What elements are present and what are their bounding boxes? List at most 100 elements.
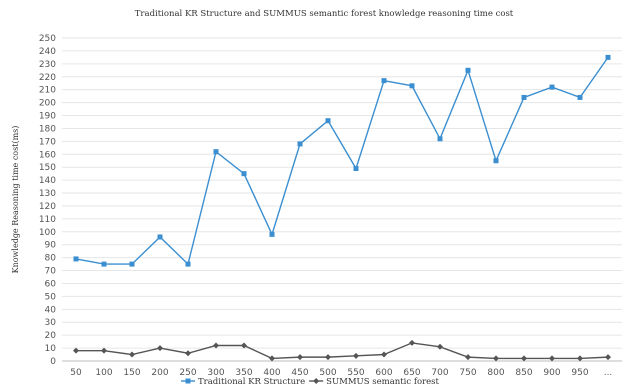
x-tick-label: 600 bbox=[375, 368, 392, 378]
y-tick-label: 40 bbox=[45, 305, 57, 315]
x-tick-label: 950 bbox=[571, 368, 588, 378]
data-point bbox=[577, 355, 583, 362]
data-point bbox=[129, 351, 135, 358]
data-point bbox=[577, 94, 583, 100]
y-tick-label: 230 bbox=[39, 60, 56, 70]
x-tick-labels: 50 100 150 200 250 300 350 400 450 500 550 600 650 70… bbox=[70, 368, 612, 378]
x-tick-label: 100 bbox=[95, 368, 112, 378]
series-line bbox=[75, 56, 609, 266]
data-point bbox=[521, 355, 527, 362]
data-point bbox=[269, 355, 275, 362]
legend-item: Traditional KR Structure bbox=[181, 377, 305, 387]
x-tick-label: 800 bbox=[487, 368, 504, 378]
data-point bbox=[437, 343, 443, 350]
x-tick-label: 150 bbox=[123, 368, 140, 378]
data-point bbox=[185, 350, 191, 357]
data-point bbox=[437, 136, 443, 142]
y-tick-label: 70 bbox=[45, 267, 57, 277]
y-tick-label: 250 bbox=[39, 34, 56, 44]
y-tick-label: 190 bbox=[39, 112, 56, 122]
y-tick-label: 240 bbox=[39, 47, 56, 57]
data-point bbox=[409, 339, 415, 346]
x-tick-label: 400 bbox=[263, 368, 280, 378]
data-point bbox=[101, 347, 107, 354]
data-point bbox=[381, 351, 387, 358]
data-point bbox=[73, 256, 79, 262]
x-tick-label: 900 bbox=[543, 368, 560, 378]
x-tick-label: 250 bbox=[179, 368, 196, 378]
legend-marker bbox=[313, 378, 320, 384]
x-tick-label: ... bbox=[604, 368, 613, 378]
data-point bbox=[297, 354, 303, 361]
y-tick-label: 140 bbox=[39, 176, 56, 186]
y-tick-label: 180 bbox=[39, 124, 56, 134]
data-point bbox=[325, 118, 331, 124]
x-tick-label: 450 bbox=[291, 368, 308, 378]
x-tick-label: 350 bbox=[235, 368, 252, 378]
x-tick-label: 850 bbox=[515, 368, 532, 378]
data-point bbox=[241, 171, 247, 177]
legend-item: SUMMUS semantic forest bbox=[309, 377, 440, 387]
x-tick-label: 650 bbox=[403, 368, 420, 378]
y-tick-label: 110 bbox=[39, 215, 56, 225]
y-tick-label: 130 bbox=[39, 189, 56, 199]
legend-marker bbox=[185, 378, 191, 384]
y-tick-label: 20 bbox=[45, 331, 57, 341]
x-tick-label: 200 bbox=[151, 368, 168, 378]
y-tick-label: 120 bbox=[39, 202, 56, 212]
y-tick-label: 90 bbox=[45, 241, 57, 251]
data-point bbox=[549, 84, 555, 90]
y-tick-label: 10 bbox=[45, 344, 57, 354]
series-summus-semantic-forest bbox=[73, 339, 611, 362]
data-point bbox=[409, 83, 415, 89]
x-tick-label: 300 bbox=[207, 368, 224, 378]
chart-title: Traditional KR Structure and SUMMUS sema… bbox=[135, 9, 514, 19]
series-traditional-kr-structure bbox=[73, 54, 611, 267]
gridlines bbox=[62, 37, 622, 349]
data-point bbox=[353, 352, 359, 359]
series-line bbox=[76, 342, 609, 360]
y-tick-label: 0 bbox=[50, 357, 56, 367]
data-point bbox=[325, 354, 331, 361]
data-point bbox=[605, 354, 611, 361]
y-tick-label: 170 bbox=[39, 137, 56, 147]
data-point bbox=[521, 94, 527, 100]
data-point bbox=[73, 347, 79, 354]
y-tick-label: 60 bbox=[45, 279, 57, 289]
data-point bbox=[381, 78, 387, 84]
legend-label: Traditional KR Structure bbox=[198, 377, 305, 387]
x-tick-label: 50 bbox=[70, 368, 82, 378]
data-point bbox=[465, 67, 471, 73]
y-tick-label: 220 bbox=[39, 73, 56, 83]
data-point bbox=[157, 234, 163, 240]
data-point bbox=[157, 345, 163, 352]
data-point bbox=[213, 342, 219, 349]
y-axis-label: Knowledge Reasoning time cost(ms) bbox=[11, 126, 20, 274]
legend: Traditional KR Structure SUMMUS semantic … bbox=[181, 377, 440, 387]
x-tick-label: 700 bbox=[431, 368, 448, 378]
data-point bbox=[493, 355, 499, 362]
data-point bbox=[353, 165, 359, 171]
x-tick-label: 550 bbox=[347, 368, 364, 378]
y-tick-labels: 0 10 20 30 40 50 60 70 80 90 100 110 120 130 140 150 160… bbox=[39, 34, 56, 367]
y-tick-label: 50 bbox=[45, 292, 57, 302]
data-point bbox=[269, 231, 275, 237]
y-tick-label: 210 bbox=[39, 86, 56, 96]
y-tick-label: 150 bbox=[39, 163, 56, 173]
y-tick-label: 30 bbox=[45, 318, 57, 328]
data-point bbox=[549, 355, 555, 362]
data-point bbox=[465, 354, 471, 361]
data-point bbox=[493, 158, 499, 164]
legend-label: SUMMUS semantic forest bbox=[326, 377, 439, 387]
y-tick-label: 100 bbox=[39, 228, 56, 238]
data-point bbox=[185, 261, 191, 267]
series-layer bbox=[73, 54, 611, 362]
data-point bbox=[101, 261, 107, 267]
y-tick-label: 200 bbox=[39, 99, 56, 109]
data-point bbox=[605, 54, 611, 60]
data-point bbox=[241, 342, 247, 349]
data-point bbox=[213, 149, 219, 155]
x-tick-label: 750 bbox=[459, 368, 476, 378]
data-point bbox=[129, 261, 135, 267]
